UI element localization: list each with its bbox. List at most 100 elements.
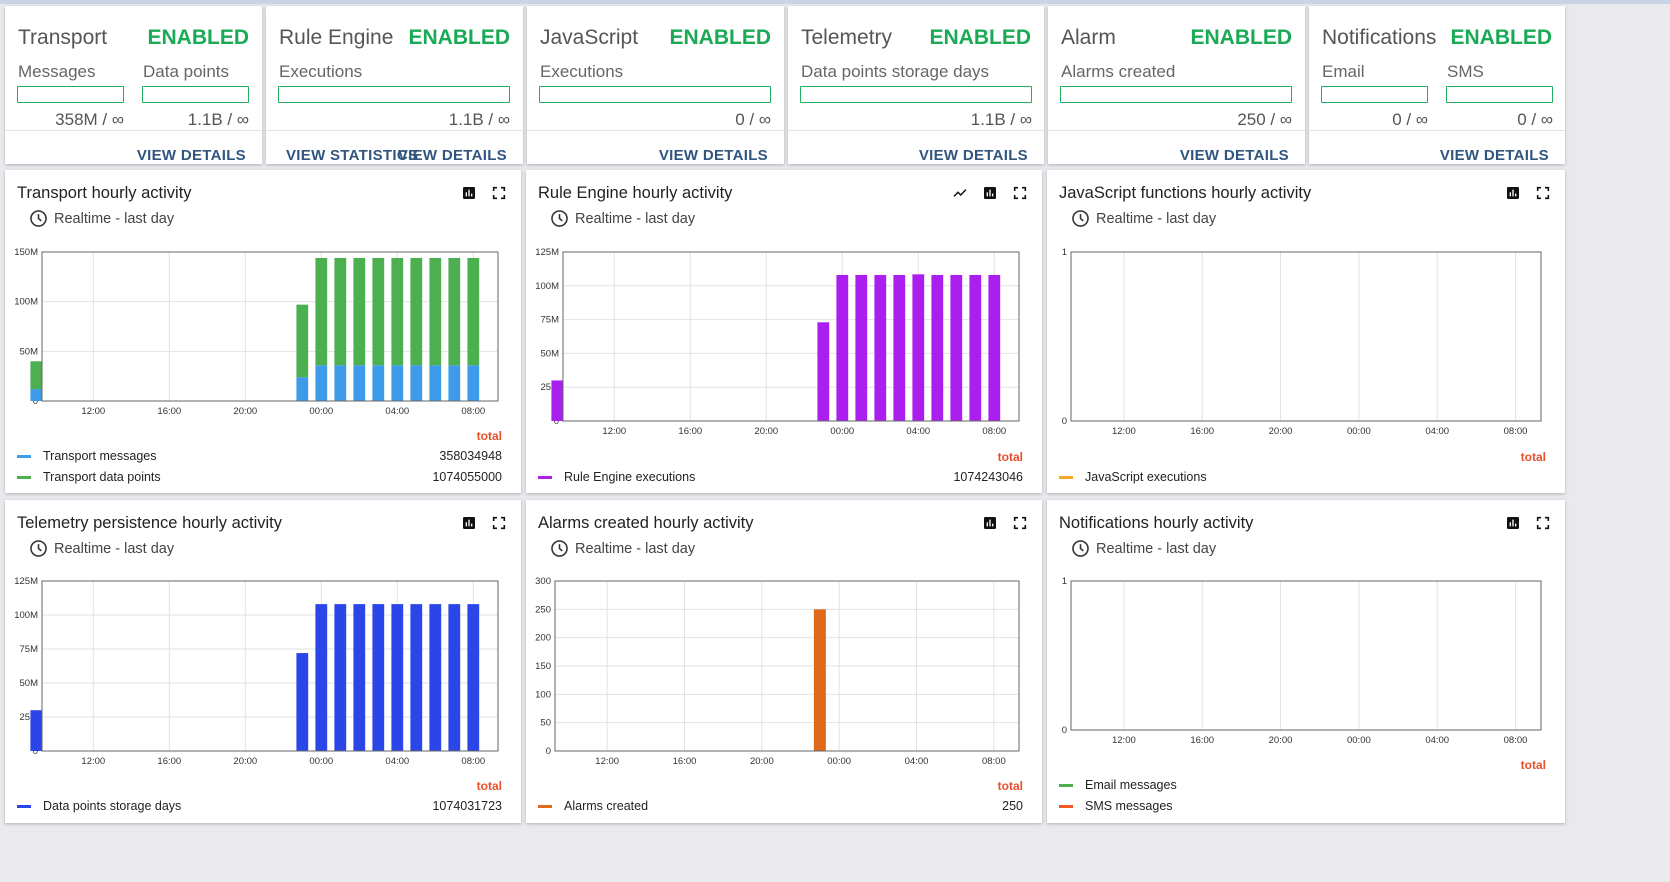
fullscreen-icon[interactable]	[1535, 515, 1551, 531]
x-tick-label: 20:00	[1269, 426, 1293, 437]
timewindow-label[interactable]: Realtime - last day	[1071, 539, 1216, 558]
chart-card-title: Transport hourly activity	[17, 184, 192, 202]
timewindow-label[interactable]: Realtime - last day	[550, 209, 695, 228]
chart-card: Transport hourly activity Realtime - last…	[5, 170, 521, 493]
legend-item[interactable]: Transport data points	[17, 470, 161, 484]
fullscreen-icon[interactable]	[1012, 185, 1028, 201]
bar	[813, 609, 826, 751]
x-tick-label: 20:00	[233, 406, 257, 417]
bar	[353, 604, 366, 751]
bar-chart-icon[interactable]	[1505, 185, 1521, 201]
usage-card-telemetry: Telemetry ENABLED Data points storage da…	[788, 6, 1044, 164]
divider	[1048, 130, 1305, 131]
legend-label: JavaScript executions	[1085, 470, 1207, 484]
y-tick-label: 50	[540, 718, 551, 729]
y-tick-label: 50M	[20, 346, 39, 357]
legend-swatch	[538, 475, 552, 479]
bar-chart-icon[interactable]	[982, 515, 998, 531]
legend-item[interactable]: SMS messages	[1059, 799, 1173, 813]
bar	[855, 274, 868, 421]
bar	[817, 322, 830, 421]
progress-bar	[1060, 86, 1292, 103]
y-tick-label: 100M	[535, 281, 559, 292]
fullscreen-icon[interactable]	[491, 515, 507, 531]
x-tick-label: 12:00	[1112, 426, 1136, 437]
x-tick-label: 00:00	[309, 406, 333, 417]
x-tick-label: 16:00	[673, 756, 697, 767]
view-details-button[interactable]: VIEW DETAILS	[658, 147, 768, 164]
legend-item[interactable]: Transport messages	[17, 449, 156, 463]
bar	[315, 604, 328, 751]
usage-card-rule-engine: Rule Engine ENABLED Executions 1.1B / ∞ …	[266, 6, 523, 164]
timewindow-label[interactable]: Realtime - last day	[1071, 209, 1216, 228]
timewindow-text: Realtime - last day	[54, 540, 175, 557]
legend-item[interactable]: Data points storage days	[17, 799, 181, 813]
legend-item[interactable]: Alarms created	[538, 799, 648, 813]
chart-svg: 0 25M 50M 75M 100M 125M 12:00 16:00 20:00 00:00 04…	[14, 576, 499, 767]
chart-card: Alarms created hourly activity Realtime -…	[526, 500, 1042, 823]
legend-swatch	[1059, 475, 1073, 479]
x-tick-label: 04:00	[1425, 426, 1449, 437]
bar	[467, 365, 480, 401]
top-accent-line	[0, 0, 1670, 4]
fullscreen-icon[interactable]	[1535, 185, 1551, 201]
chart-toolbar	[952, 185, 1028, 201]
legend-item[interactable]: Email messages	[1059, 778, 1177, 792]
bar	[296, 653, 309, 751]
metric-value: 1.1B / ∞	[187, 110, 249, 129]
x-tick-label: 00:00	[1347, 735, 1371, 746]
metric-label-alarms-created: Alarms created	[1061, 62, 1176, 81]
view-details-button[interactable]: VIEW DETAILS	[397, 147, 507, 164]
bar	[334, 257, 347, 366]
x-tick-label: 08:00	[461, 406, 485, 417]
progress-bar	[278, 86, 510, 103]
metric-value: 0 / ∞	[735, 110, 771, 129]
bar-chart-icon[interactable]	[461, 515, 477, 531]
legend-item[interactable]: Rule Engine executions	[538, 470, 695, 484]
legend-label: Email messages	[1085, 778, 1177, 792]
bar	[429, 604, 442, 751]
progress-bar	[800, 86, 1032, 103]
y-tick-label: 75M	[20, 644, 39, 655]
legend-label: Transport data points	[43, 470, 161, 484]
plot-frame	[41, 251, 499, 402]
fullscreen-icon[interactable]	[1012, 515, 1028, 531]
view-details-button[interactable]: VIEW DETAILS	[1179, 147, 1289, 164]
legend-item[interactable]: JavaScript executions	[1059, 470, 1207, 484]
timewindow-text: Realtime - last day	[575, 540, 696, 557]
trend-line-icon[interactable]	[952, 185, 968, 201]
legend-total-value: 1074243046	[953, 470, 1023, 484]
y-tick-label: 0	[33, 396, 38, 407]
bar-chart-icon[interactable]	[461, 185, 477, 201]
view-details-button[interactable]: VIEW DETAILS	[918, 147, 1028, 164]
usage-card-javascript: JavaScript ENABLED Executions 0 / ∞ VIEW…	[527, 6, 784, 164]
bar	[912, 274, 925, 421]
timewindow-label[interactable]: Realtime - last day	[29, 539, 174, 558]
timewindow-label[interactable]: Realtime - last day	[29, 209, 174, 228]
bar	[372, 365, 385, 401]
metric-value: 358M / ∞	[55, 110, 124, 129]
y-tick-label: 0	[1062, 416, 1067, 427]
metric-value: 0 / ∞	[1392, 110, 1428, 129]
bar-chart-icon[interactable]	[1505, 515, 1521, 531]
y-tick-label: 0	[554, 416, 559, 427]
fullscreen-icon[interactable]	[491, 185, 507, 201]
x-tick-label: 12:00	[595, 756, 619, 767]
legend-total-header: total	[1520, 450, 1546, 464]
chart-toolbar	[1505, 515, 1551, 531]
view-details-button[interactable]: VIEW DETAILS	[136, 147, 246, 164]
view-details-button[interactable]: VIEW DETAILS	[1439, 147, 1549, 164]
timewindow-text: Realtime - last day	[1096, 210, 1217, 227]
metric-label-executions: Executions	[540, 62, 624, 81]
bar	[296, 377, 309, 401]
y-tick-label: 25M	[541, 382, 560, 393]
bar	[551, 380, 564, 421]
x-tick-label: 00:00	[1347, 426, 1371, 437]
bar-chart-icon[interactable]	[982, 185, 998, 201]
bar	[467, 604, 480, 751]
view-statistics-button[interactable]: VIEW STATISTICS	[286, 147, 419, 164]
bar	[353, 257, 366, 366]
chart-toolbar	[461, 515, 507, 531]
chart-card-title: Alarms created hourly activity	[538, 514, 754, 532]
timewindow-label[interactable]: Realtime - last day	[550, 539, 695, 558]
